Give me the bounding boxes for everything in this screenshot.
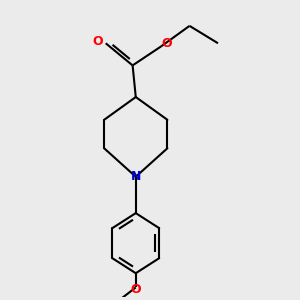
Text: O: O [92, 35, 103, 48]
Text: O: O [161, 38, 172, 50]
Text: O: O [131, 283, 141, 296]
Text: N: N [130, 170, 141, 183]
